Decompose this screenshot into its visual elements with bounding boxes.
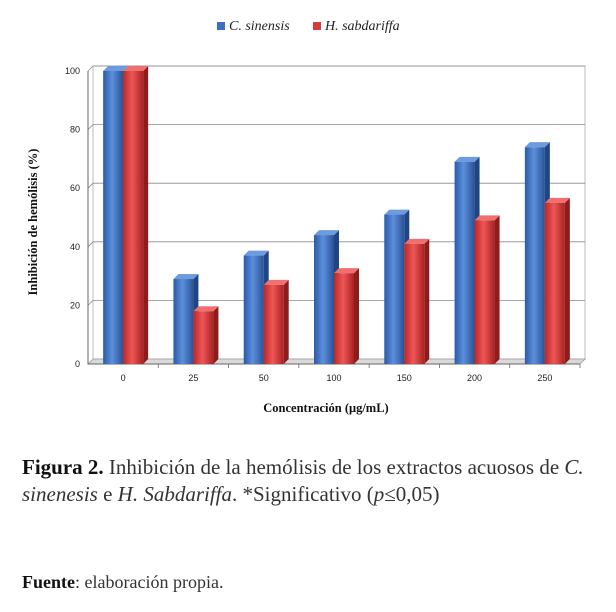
bar-side [283,279,289,364]
y-tick-label: 80 [70,125,80,135]
bar-top [193,306,219,312]
y-tick-label: 20 [70,300,80,310]
bar-side [424,238,430,364]
x-tick-label: 0 [121,373,126,383]
x-tick-label: 100 [326,373,341,383]
y-tick-label: 100 [65,66,80,76]
chart-legend: C. sinensis H. sabdariffa [217,19,400,34]
bar-top [404,238,430,244]
caption-text-4: ≤0,05) [384,482,440,506]
x-tick-label: 50 [259,373,269,383]
bar-top [384,209,410,215]
y-tick-label: 0 [75,359,80,369]
x-axis-title: Concentración (μg/mL) [263,401,388,415]
bar-top [123,66,149,71]
x-tick-label: 200 [467,373,482,383]
bar-side [213,306,219,364]
bar-top [524,142,550,148]
bar-front [193,311,214,364]
bar-front [103,71,124,364]
bar-top [173,274,199,280]
bar [193,306,219,364]
bar-front [524,147,545,364]
x-tick-label: 25 [188,373,198,383]
figure-label: Figura 2. [22,455,104,479]
bar-side [564,197,570,364]
bar [544,197,570,364]
bar-top [544,197,570,203]
bar-front [544,202,565,364]
bar-side [494,215,500,364]
legend-swatch [217,22,225,30]
figure-caption: Figura 2. Inhibición de la hemólisis de … [22,454,607,508]
bar-front [173,279,194,364]
gridline-depth [87,300,94,306]
bar-front [314,235,334,364]
legend-label: C. sinensis [229,19,290,34]
bar-top [454,156,480,162]
bar-front [384,214,405,364]
source-text: : elaboración propia. [75,572,224,592]
legend-label: H. sabdariffa [324,19,400,34]
bar [474,215,500,364]
bar-top [334,268,359,274]
bar [334,268,359,364]
bar-front [454,161,475,364]
bar-front [263,284,284,364]
bar-front [474,220,495,364]
bar [263,279,289,364]
bar-front [404,243,425,364]
caption-text-3: . *Significativo ( [232,482,374,506]
source-label: Fuente [22,572,75,592]
bar-side [354,268,359,364]
y-tick-label: 40 [70,242,80,252]
bar-front [334,273,354,364]
tick-labels: 0 20 40 60 80 100 0 25 50 100 150 200 250 [65,66,552,383]
legend-swatch [313,22,321,30]
gridline-depth [87,241,94,248]
bar-front [243,255,264,364]
bar-top [243,250,269,256]
y-axis-title: Inhibición de hemólisis (%) [26,149,40,296]
gridline-depth [87,65,94,72]
hemolysis-bar-chart: C. sinensis H. sabdariffa 0 20 40 60 80 100 0 25… [26,19,586,415]
bar [404,238,430,364]
x-tick-label: 150 [397,373,412,383]
bar-top [103,66,129,71]
bar-series [103,66,570,364]
y-tick-label: 60 [70,183,80,193]
bar-side [143,66,149,364]
bar-front [123,71,144,364]
bar [123,66,149,364]
bar-top [314,230,339,236]
bar-top [263,279,289,285]
figure-source: Fuente: elaboración propia. [22,572,223,593]
caption-text-1: Inhibición de la hemólisis de los extrac… [103,455,565,479]
caption-species-1: C. sinenesis [22,455,584,506]
caption-text-2: e [97,482,118,506]
gridline-depth [87,124,94,130]
caption-species-2: H. Sabdariffa [117,482,232,506]
x-tick-label: 250 [537,373,552,383]
caption-p-symbol: p [373,482,385,506]
gridline-depth [87,182,94,189]
bar-top [474,215,500,221]
